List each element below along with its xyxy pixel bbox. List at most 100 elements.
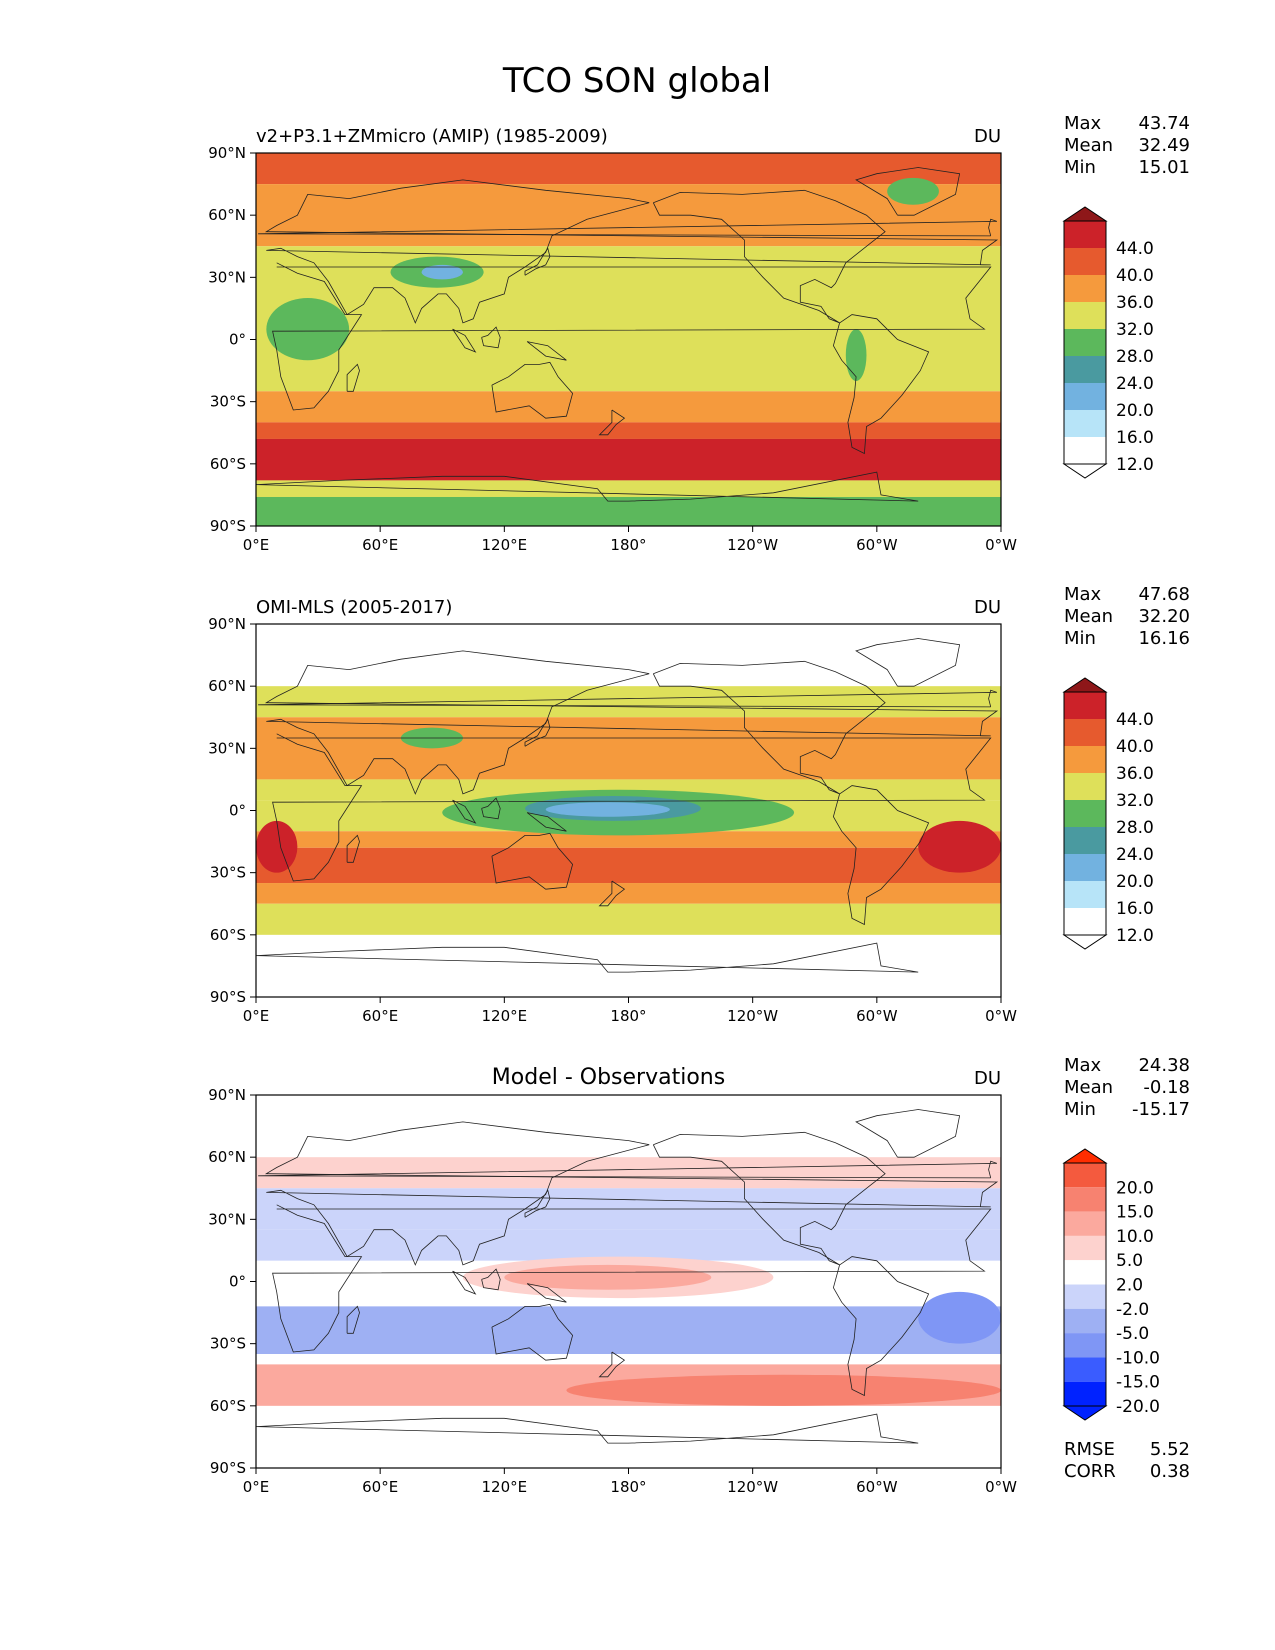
panel-observations-stat-value: 47.68 (1138, 584, 1190, 605)
panel-observations-xtick-label: 60°E (362, 1007, 398, 1025)
panel-observations-title: OMI-MLS (2005-2017) (256, 597, 452, 618)
panel-model-region-1 (421, 264, 463, 280)
panel-model-coastlines (256, 167, 999, 502)
panel-model-coastline-13 (598, 409, 626, 436)
panel-difference-colorbar-frame (1063, 1162, 1107, 1407)
panel-observations-colorbar-extend-bottom (1062, 934, 1108, 950)
panel-model-coastline-8 (481, 326, 501, 349)
panel-observations-colorbar-label: 28.0 (1116, 818, 1154, 838)
panel-difference-colorbar-label: 10.0 (1116, 1227, 1154, 1247)
panel-model-colorbar-label: 44.0 (1116, 239, 1154, 259)
panel-model-stat-value: 15.01 (1138, 157, 1190, 178)
panel-observations-ytick-label: 30°N (208, 739, 246, 757)
panel-model-xtick-label: 60°W (856, 536, 898, 554)
panel-model-band-4 (256, 422, 1001, 439)
panel-difference-coastline-12 (346, 1305, 360, 1334)
panel-observations-band-4 (256, 831, 1001, 848)
panel-difference-ytick-label: 30°N (208, 1210, 246, 1228)
panel-difference-colorbar-label: 15.0 (1116, 1203, 1154, 1223)
panel-difference-ytick-label: 90°S (210, 1459, 246, 1477)
figure-title: TCO SON global (502, 61, 771, 101)
panel-difference-error-value: 0.38 (1150, 1461, 1190, 1482)
panel-model-coastline-2 (491, 361, 574, 419)
panel-model-region-4 (887, 177, 939, 205)
panel-model-stat-label: Min (1064, 157, 1096, 178)
panel-observations-xtick-label: 0°W (985, 1007, 1017, 1025)
panel-difference-coastlines (256, 1109, 999, 1444)
panel-model-band-2 (256, 246, 1001, 392)
panel-model-field (256, 153, 1001, 526)
panel-model-colorbar-label: 20.0 (1116, 401, 1154, 421)
panel-difference-xtick-label: 0°W (985, 1478, 1017, 1496)
panel-difference-ytick-label: 30°S (210, 1335, 246, 1353)
panel-observations-colorbar-cell (1064, 692, 1106, 719)
panel-observations-colorbar-extend-top (1062, 677, 1108, 693)
panel-observations-coastline-1 (264, 650, 999, 795)
panel-model-colorbar-cell (1064, 275, 1106, 302)
panel-difference-colorbar-label: -5.0 (1116, 1324, 1149, 1344)
panel-difference-coastline-2 (491, 1303, 574, 1361)
panel-observations-region-3 (918, 820, 1001, 873)
panel-difference-stat-label: Min (1064, 1099, 1096, 1120)
panel-difference-colorbar-label: -20.0 (1116, 1397, 1160, 1417)
panel-model-coastline-11 (258, 218, 998, 237)
panel-difference-error-label: CORR (1064, 1461, 1116, 1482)
panel-difference-error-label: RMSE (1064, 1439, 1115, 1460)
panel-model-coastline-6 (256, 471, 919, 502)
panel-model-coastline-0 (272, 262, 992, 411)
panel-observations-region-2 (545, 802, 670, 817)
panel-difference-xtick-label: 180° (610, 1478, 646, 1496)
panel-model-coastline-9 (452, 328, 477, 353)
panel-difference-colorbar-label: -2.0 (1116, 1300, 1149, 1320)
panel-model-colorbar-cell (1064, 248, 1106, 275)
panel-model-coastline-3 (652, 189, 886, 324)
panel-difference-coastline-10 (526, 1283, 567, 1303)
panel-observations-coastline-13 (598, 880, 626, 907)
panel-observations-colorbar-cell (1064, 719, 1106, 746)
panel-observations-xtick-label: 120°E (482, 1007, 528, 1025)
panel-observations-colorbar-label: 12.0 (1116, 926, 1154, 946)
panel-model-colorbar-label: 36.0 (1116, 293, 1154, 313)
panel-model-ytick-label: 60°N (208, 206, 246, 224)
panel-difference-coastline-4 (832, 1256, 930, 1397)
panel-observations-coastline-5 (855, 638, 961, 687)
panel-model-coastline-12 (346, 363, 360, 392)
panel-observations-coastlines (256, 638, 999, 973)
panel-observations-colorbar-cell (1064, 773, 1106, 800)
panel-observations-coastline-0 (272, 733, 992, 882)
panel-difference-coastline-8 (481, 1268, 501, 1291)
panel-observations-colorbar-cell (1064, 800, 1106, 827)
panel-observations-coastline-4 (832, 785, 930, 926)
panel-observations-colorbar-label: 20.0 (1116, 872, 1154, 892)
panel-difference-title: Model - Observations (492, 1065, 725, 1090)
panel-difference-ytick-label: 60°S (210, 1397, 246, 1415)
panel-observations-units: DU (974, 597, 1001, 618)
panel-model-ytick-label: 30°S (210, 393, 246, 411)
panel-difference-region-2 (918, 1291, 1001, 1344)
panel-model-ytick-label: 0° (229, 331, 246, 349)
panel-difference-coastline-5 (855, 1109, 961, 1158)
panel-model-units: DU (974, 126, 1001, 147)
panel-observations-stat-label: Mean (1064, 606, 1113, 627)
panel-model-colorbar-label: 24.0 (1116, 374, 1154, 394)
panel-difference-band-5 (256, 1354, 1001, 1365)
panel-difference-colorbar-extend-bottom (1062, 1405, 1108, 1421)
panel-model-colorbar-frame (1063, 220, 1107, 465)
panel-difference-coastline-0 (272, 1204, 992, 1353)
panel-model-xtick-label: 120°E (482, 536, 528, 554)
panel-difference-coastline-1 (264, 1121, 999, 1266)
panel-difference-coastline-7 (524, 1189, 551, 1218)
panel-difference-band-2 (256, 1229, 1001, 1261)
panel-difference-region-3 (566, 1374, 1001, 1406)
panel-observations-colorbar-cell (1064, 854, 1106, 881)
panel-model-stat-label: Max (1064, 113, 1102, 134)
panel-difference-band-4 (256, 1306, 1001, 1355)
panel-observations-colorbar-cell (1064, 881, 1106, 908)
panel-difference-colorbar-cell (1064, 1284, 1106, 1309)
panel-observations-band-7 (256, 903, 1001, 935)
panel-model-ytick-label: 60°S (210, 455, 246, 473)
panel-model-ytick-label: 90°N (208, 144, 246, 162)
panel-observations-coastline-3 (652, 660, 886, 795)
panel-observations-ytick-label: 30°S (210, 864, 246, 882)
